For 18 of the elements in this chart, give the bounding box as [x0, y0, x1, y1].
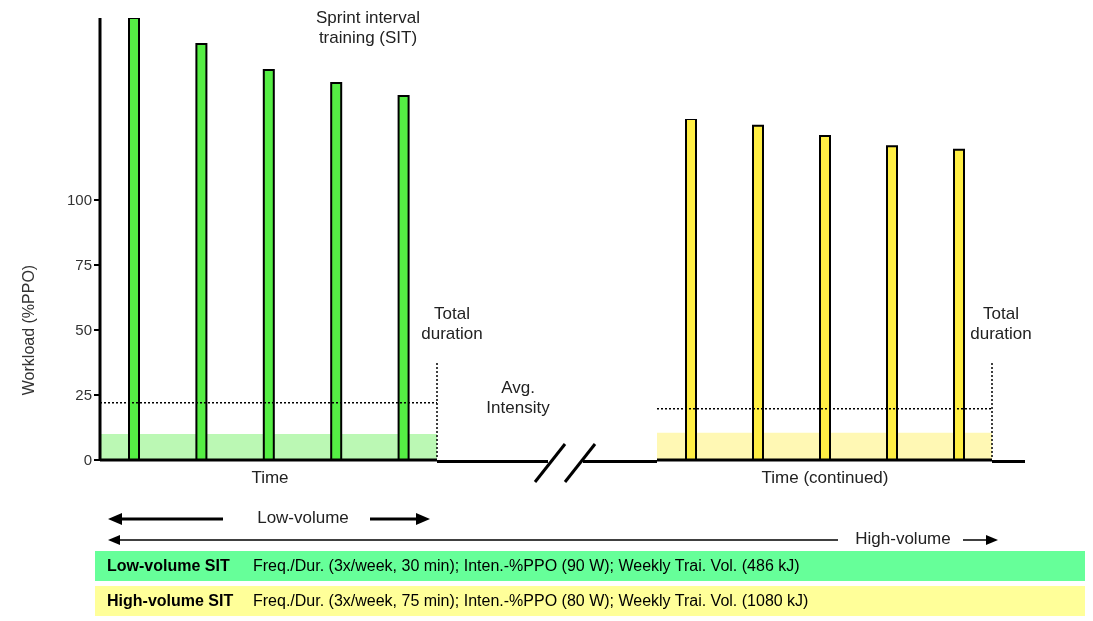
annotation: Total duration: [420, 304, 484, 344]
annotation: Total duration: [969, 304, 1033, 344]
y-tick-label: 100: [66, 191, 92, 209]
text: High-volume SIT: [107, 591, 234, 611]
text: Freq./Dur. (3x/week, 75 min); Inten.-%PPO (80 W); Weekly Trai. Vol. (1080 kJ): [253, 591, 809, 611]
y-tick-label: 50: [75, 321, 92, 339]
y-tick-label: 25: [75, 386, 92, 404]
x-axis-title: Time (continued): [760, 468, 890, 488]
y-axis-title: Workload (%PPO): [20, 264, 37, 396]
text: Low-volume SIT: [107, 556, 230, 576]
x-axis-title: Time: [250, 468, 290, 488]
ref-line-label: Avg. Intensity: [485, 378, 551, 418]
y-tick-label: 75: [75, 256, 92, 274]
y-tick-label: 0: [83, 451, 92, 469]
chart-title: Sprint interval training (SIT): [315, 8, 421, 48]
text: Low-volume: [256, 508, 350, 528]
text: Freq./Dur. (3x/week, 30 min); Inten.-%PPO (90 W); Weekly Trai. Vol. (486 kJ): [253, 556, 800, 576]
text: High-volume: [854, 529, 952, 549]
